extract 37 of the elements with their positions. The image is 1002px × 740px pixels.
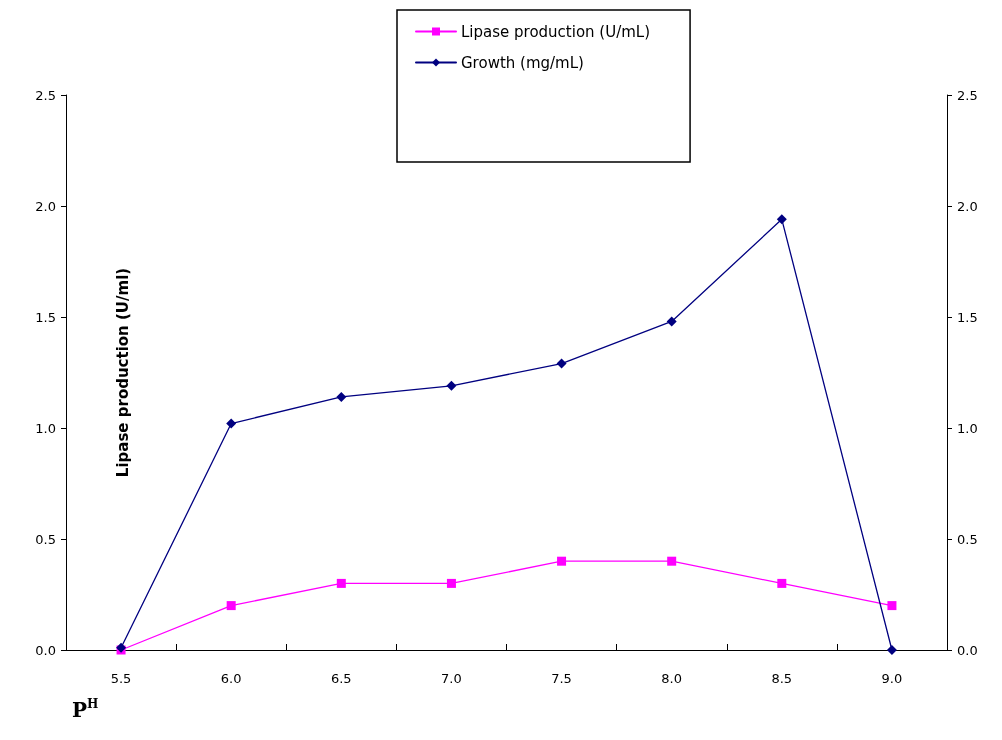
point [556,358,567,369]
y-tick-label: 1.0 [35,420,56,436]
x-tick-label: 8.0 [661,671,683,686]
legend-label: Lipase production (U/mL) [461,22,651,41]
y-tick-label: 0.5 [35,531,56,547]
y-tick-label: 0.0 [35,642,56,658]
point [226,418,237,429]
point [557,556,567,566]
x-tick-label: 9.0 [881,671,903,686]
point [446,578,456,588]
point [777,578,787,588]
x-tick-label: 6.0 [220,671,242,686]
legend-label: Growth (mg/mL) [461,53,584,72]
y-tick-label: 1.5 [35,309,56,325]
y-tick-label: 2.5 [35,87,56,103]
point [336,578,346,588]
y2-tick-label: 1.5 [957,309,978,325]
x-tick-label: 8.5 [771,671,793,686]
point [226,601,236,611]
point [446,380,457,391]
y-tick-label: 2.0 [35,198,56,214]
y2-tick-label: 1.0 [957,420,978,436]
point [666,316,677,327]
x-tick-label: 6.5 [330,671,352,686]
x-tick-label: 7.0 [441,671,462,686]
point [887,601,897,611]
x-tick-label: 5.5 [110,671,132,686]
point [776,214,787,225]
x-tick-label: 7.5 [551,671,572,686]
point [336,391,347,402]
point [886,645,897,655]
y2-tick-label: 0.0 [957,642,978,658]
point [667,556,677,566]
y2-tick-label: 2.0 [957,198,978,214]
y-axis-title: Lipase production (U/ml) [113,267,132,478]
y2-tick-label: 2.5 [957,87,978,103]
y2-tick-label: 0.5 [957,531,978,547]
